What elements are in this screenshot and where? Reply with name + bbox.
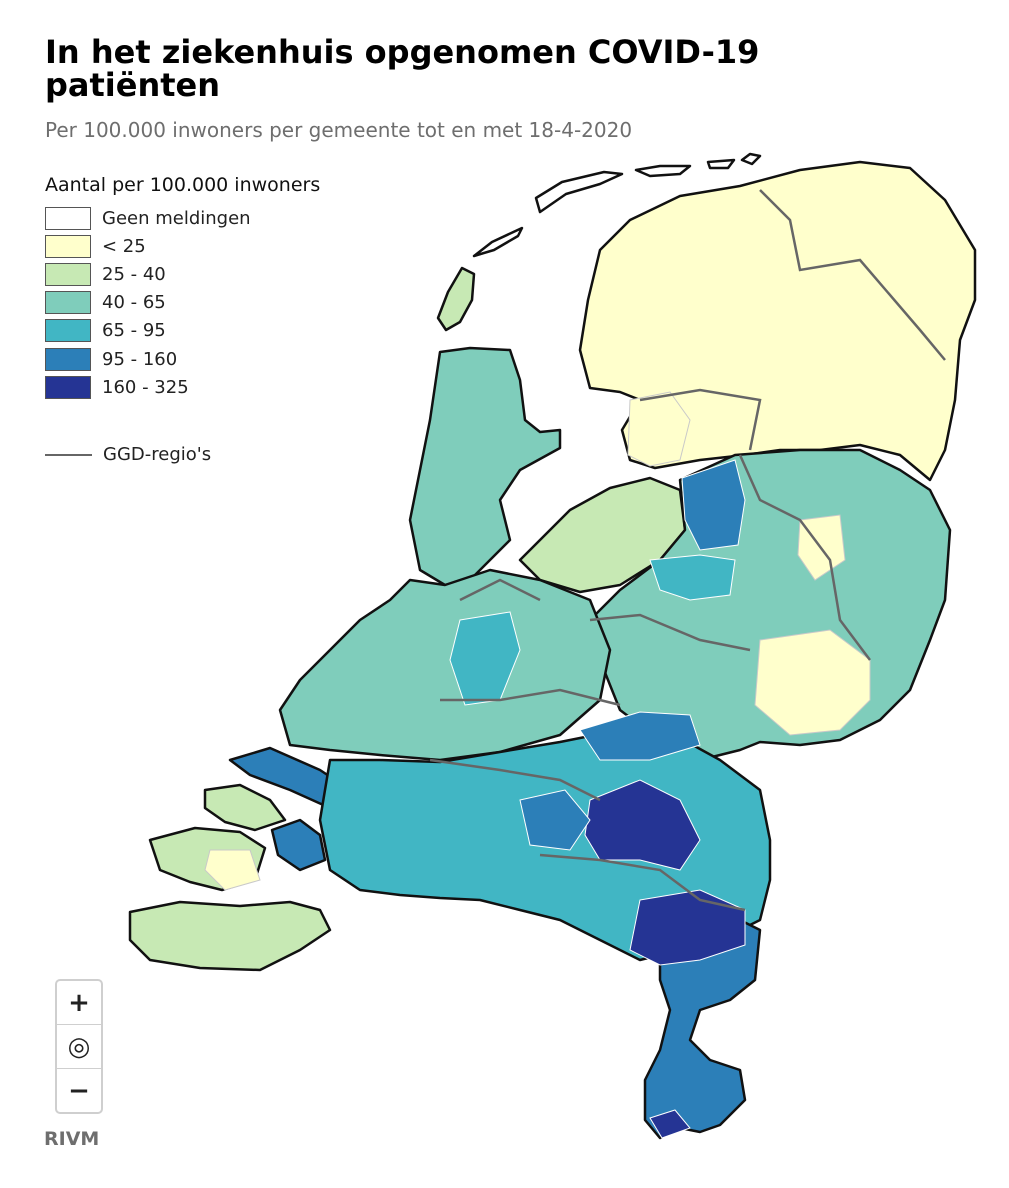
patch-achterhoek (754, 629, 871, 736)
ggd-boundary (429, 758, 601, 802)
island-texel (436, 266, 476, 332)
ggd-line-swatch (45, 453, 92, 456)
page-subtitle: Per 100.000 inwoners per gemeente tot en… (45, 118, 633, 142)
legend-item: Geen meldingen (45, 204, 320, 232)
region-tholen (270, 818, 327, 872)
island-ameland (634, 164, 692, 178)
legend-title: Aantal per 100.000 inwoners (45, 174, 321, 196)
zoom-in-button[interactable]: + (68, 987, 90, 1018)
legend-label: 65 - 95 (102, 320, 166, 342)
legend-item: 40 - 65 (45, 289, 320, 317)
legend-swatch (45, 291, 91, 315)
reset-view-button[interactable]: ◎ (57, 1024, 101, 1068)
region-north (578, 160, 977, 482)
zoom-out-button[interactable]: − (57, 1068, 101, 1112)
region-west (278, 568, 612, 762)
island-terschelling (534, 170, 624, 214)
legend-swatch (45, 347, 91, 371)
legend-swatch (45, 319, 91, 343)
legend-label: 25 - 40 (102, 263, 166, 285)
legend-ggd-item: GGD-regio's (45, 444, 211, 465)
ggd-boundary (589, 613, 751, 652)
patch-zeeland-central (204, 849, 261, 891)
ggd-boundary (539, 853, 746, 912)
legend-item: 65 - 95 (45, 317, 320, 345)
map-legend: Aantal per 100.000 inwoners Geen melding… (45, 174, 320, 401)
island-rottumeroog (740, 152, 762, 166)
ggd-boundary (459, 578, 541, 602)
region-noord-holland (408, 346, 562, 587)
ggd-boundary (639, 388, 762, 451)
page-title: In het ziekenhuis opgenomen COVID-19 pat… (45, 33, 760, 104)
legend-label: 40 - 65 (102, 292, 166, 314)
island-schiermonnikoog (706, 158, 736, 170)
patch-veluwe (649, 554, 736, 601)
ggd-boundary (440, 688, 621, 707)
ggd-boundary (759, 189, 946, 361)
patch-rivers (579, 711, 701, 761)
patch-overijssel (681, 459, 746, 551)
legend-swatch (45, 375, 91, 399)
legend-swatch (45, 234, 91, 258)
source-credit: RIVM (44, 1128, 100, 1150)
legend-swatch (45, 262, 91, 286)
patch-noordoostpolder (627, 391, 691, 467)
legend-label: 95 - 160 (102, 348, 178, 370)
region-zeeuws-vlaanderen (128, 900, 332, 972)
legend-label: Geen meldingen (102, 207, 251, 229)
zoom-control: + ◎ − (55, 979, 103, 1114)
region-limburg (643, 918, 762, 1140)
legend-ggd-label: GGD-regio's (103, 444, 212, 465)
hotspot-limburg-north (629, 889, 746, 966)
ggd-boundary (738, 454, 871, 661)
legend-label: < 25 (102, 235, 146, 257)
region-schouwen (203, 783, 287, 832)
legend-item: < 25 (45, 232, 320, 260)
legend-label: 160 - 325 (102, 376, 189, 398)
legend-item: 95 - 160 (45, 345, 320, 373)
island-vlieland (472, 226, 524, 258)
patch-den-bosch (519, 789, 591, 851)
hotspot-limburg-south (649, 1109, 691, 1139)
hotspot-brabant-east (584, 779, 701, 871)
legend-swatch (45, 206, 91, 230)
legend-item: 25 - 40 (45, 260, 320, 288)
legend-item: 160 - 325 (45, 373, 320, 401)
